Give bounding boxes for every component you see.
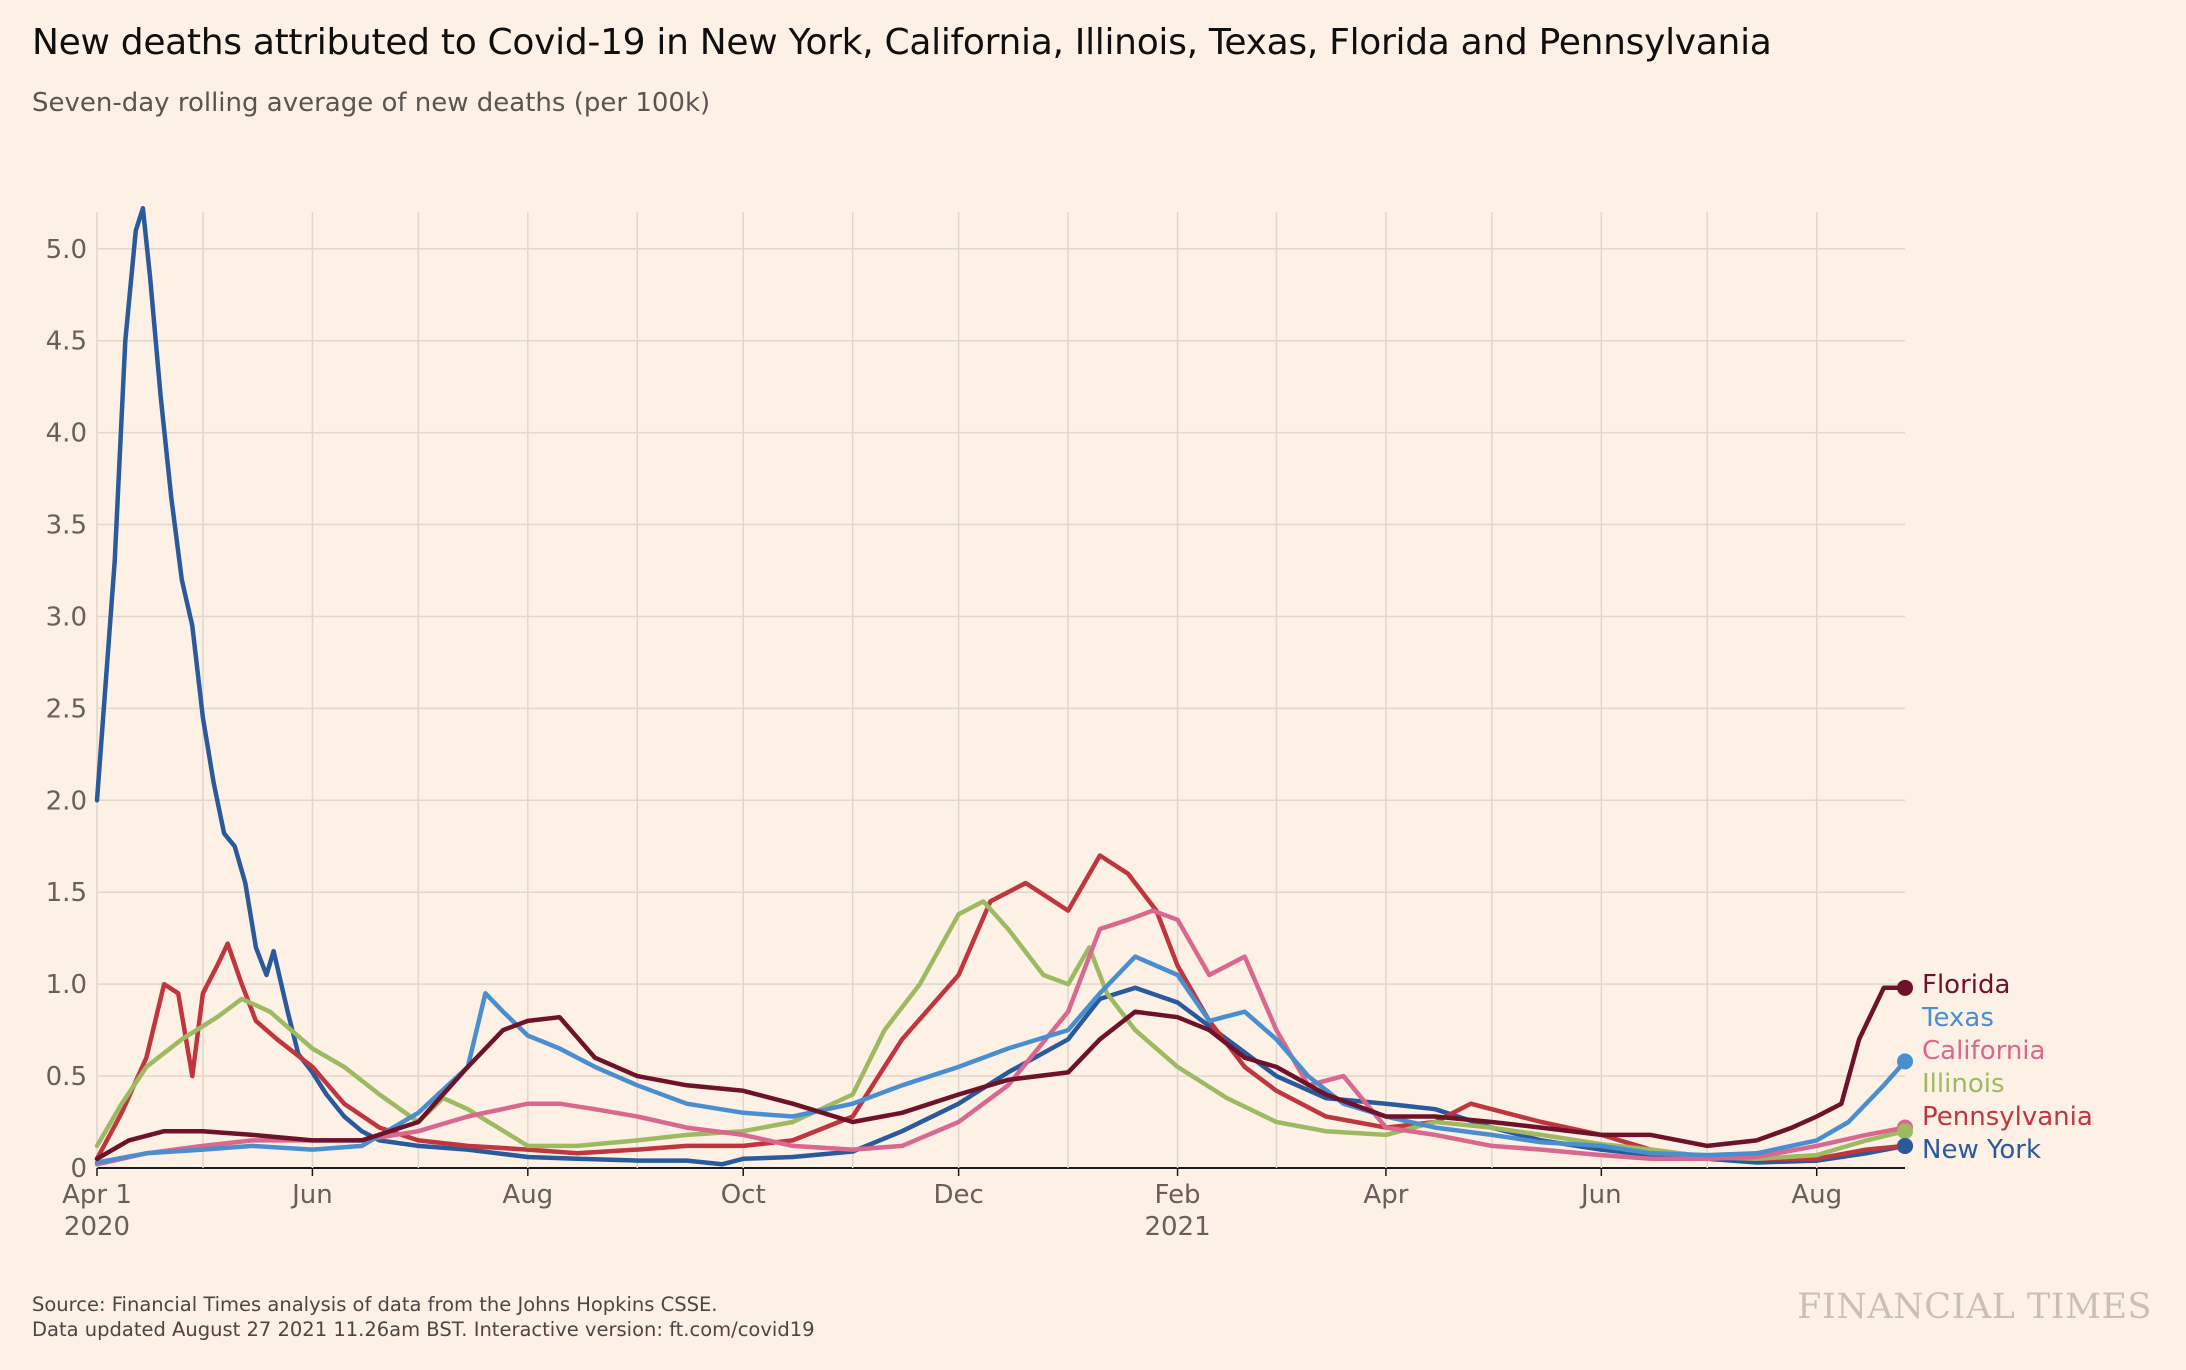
y-tick-label: 2.0 — [46, 786, 87, 816]
chart-grid — [96, 212, 1905, 1169]
y-tick-label: 1.0 — [46, 970, 87, 1000]
series-label-texas: Texas — [1921, 1003, 1994, 1033]
updated-text: Data updated August 27 2021 11.26am BST.… — [32, 1318, 815, 1341]
series-label-california: California — [1922, 1036, 2045, 1066]
y-tick-label: 5.0 — [46, 235, 87, 265]
y-tick-label: 3.0 — [46, 602, 87, 632]
end-dot-illinois — [1897, 1123, 1913, 1140]
end-dot-florida — [1897, 979, 1913, 996]
x-tick-label: Oct — [721, 1180, 766, 1210]
x-tick-label: Jun — [290, 1180, 333, 1210]
x-tick-label: Feb — [1155, 1180, 1201, 1210]
y-tick-label: 0.5 — [46, 1062, 87, 1092]
series-line-pennsylvania — [94, 853, 1908, 1162]
y-tick-label: 4.5 — [46, 327, 87, 357]
chart-subtitle: Seven-day rolling average of new deaths … — [32, 88, 711, 118]
series-label-pennsylvania: Pennsylvania — [1922, 1102, 2093, 1132]
end-dot-texas — [1897, 1053, 1913, 1070]
chart-title: New deaths attributed to Covid-19 in New… — [32, 22, 1772, 63]
source-text: Source: Financial Times analysis of data… — [32, 1293, 718, 1316]
series-label-illinois: Illinois — [1922, 1069, 2005, 1099]
x-tick-label: Apr 1 — [62, 1180, 132, 1210]
x-tick-label: Aug — [1791, 1180, 1842, 1210]
series-lines — [94, 206, 1908, 1167]
series-labels: FloridaTexasCaliforniaIllinoisPennsylvan… — [1897, 970, 2093, 1165]
series-line-texas — [94, 954, 1908, 1165]
series-line-new-york — [94, 206, 1908, 1167]
y-tick-label: 1.5 — [46, 878, 87, 908]
x-tick-label: Aug — [502, 1180, 553, 1210]
x-tick-label: Apr — [1363, 1180, 1408, 1210]
series-line-california — [94, 908, 1908, 1167]
series-label-florida: Florida — [1922, 970, 2010, 1000]
y-tick-label: 2.5 — [46, 694, 87, 724]
series-label-new-york: New York — [1922, 1135, 2041, 1165]
x-tick-label: Dec — [933, 1180, 983, 1210]
y-tick-label: 0 — [70, 1154, 87, 1184]
x-tick-sublabel: 2021 — [1144, 1212, 1210, 1242]
end-dot-new-york — [1897, 1137, 1913, 1154]
y-tick-label: 3.5 — [46, 511, 87, 541]
series-line-florida — [94, 985, 1908, 1162]
x-tick-sublabel: 2020 — [64, 1212, 130, 1242]
x-tick-label: Jun — [1579, 1180, 1622, 1210]
series-line-illinois — [94, 899, 1908, 1162]
source-note: Source: Financial Times analysis of data… — [32, 1292, 815, 1342]
y-axis: 0 0.5 1.0 1.5 2.0 2.5 3.0 3.5 4.0 4.5 5.0 — [46, 235, 87, 1184]
ft-logo: FINANCIAL TIMES — [1797, 1287, 2152, 1327]
y-tick-label: 4.0 — [46, 419, 87, 449]
